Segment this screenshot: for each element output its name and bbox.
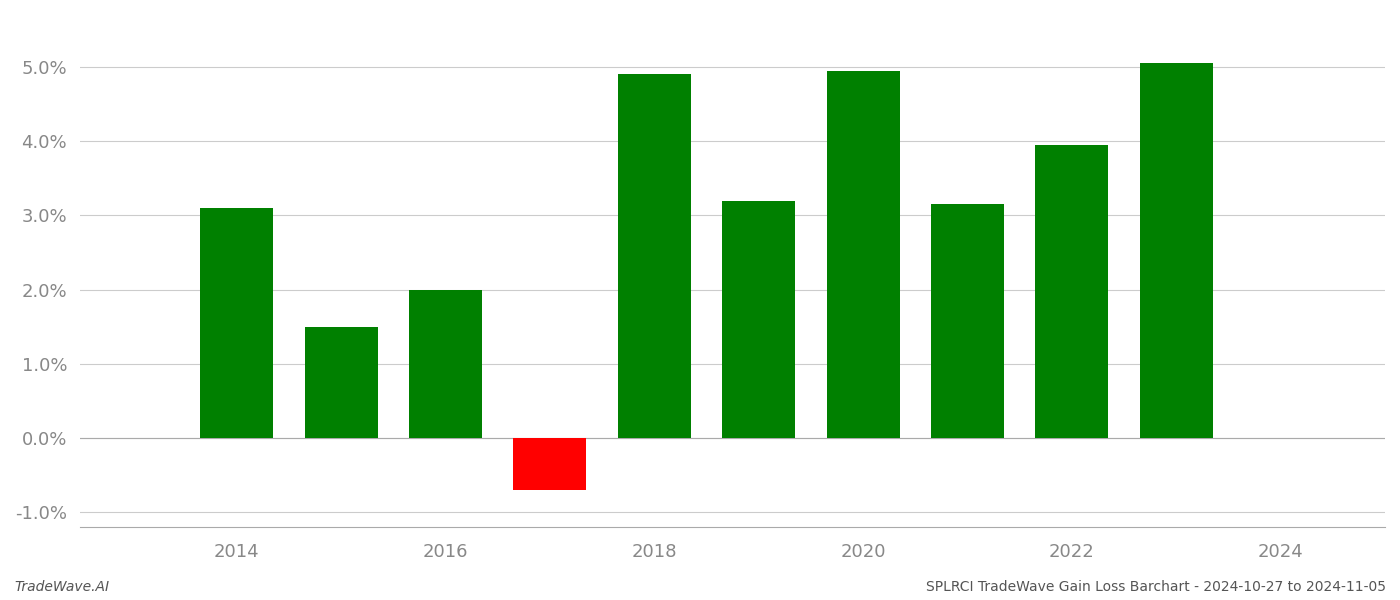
- Bar: [305, 326, 378, 438]
- Text: SPLRCI TradeWave Gain Loss Barchart - 2024-10-27 to 2024-11-05: SPLRCI TradeWave Gain Loss Barchart - 20…: [925, 580, 1386, 594]
- Bar: [1140, 63, 1212, 438]
- Bar: [826, 71, 900, 438]
- Bar: [514, 438, 587, 490]
- Bar: [409, 290, 482, 438]
- Text: TradeWave.AI: TradeWave.AI: [14, 580, 109, 594]
- Bar: [617, 74, 690, 438]
- Bar: [1036, 145, 1109, 438]
- Bar: [200, 208, 273, 438]
- Bar: [931, 204, 1004, 438]
- Bar: [722, 200, 795, 438]
